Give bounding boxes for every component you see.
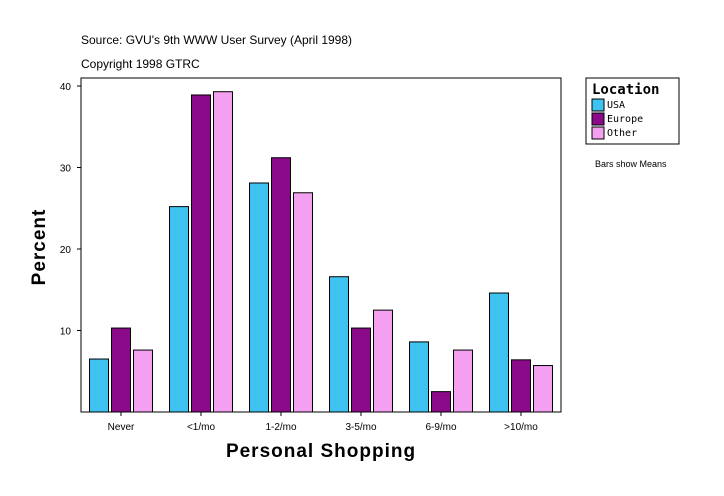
x-tick-label-3-5-mo: 3-5/mo (345, 422, 377, 433)
y-tick-label-10: 10 (60, 327, 72, 338)
bar-europe-10-mo (511, 359, 531, 413)
bar-usa-never (89, 358, 109, 413)
x-tick-label-1-2-mo: 1-2/mo (265, 422, 297, 433)
legend-swatch-other (591, 126, 605, 140)
x-tick-label-1-mo: <1/mo (187, 422, 216, 433)
legend-swatch-europe (591, 112, 605, 126)
bar-other-3-5-mo (373, 309, 393, 413)
bar-usa-6-9-mo (409, 341, 429, 413)
bars (89, 91, 553, 413)
bar-usa-10-mo (489, 292, 509, 413)
source-text: Source: GVU's 9th WWW User Survey (April… (81, 33, 352, 47)
y-axis-title: Percent (29, 209, 50, 286)
legend-title: Location (592, 82, 659, 98)
bar-europe-3-5-mo (351, 327, 371, 413)
bar-other-1-2-mo (293, 192, 313, 413)
bar-europe-never (111, 327, 131, 413)
plot-frame (80, 77, 562, 413)
bar-other-1-mo (213, 91, 233, 413)
bars-show-means-note: Bars show Means (595, 159, 667, 169)
y-tick-label-40: 40 (60, 82, 72, 93)
bar-europe-6-9-mo (431, 391, 451, 413)
legend-swatch-usa (591, 98, 605, 112)
legend-label-other: Other (607, 128, 637, 139)
legend: Location USA Europe Other (585, 77, 680, 145)
bar-europe-1-2-mo (271, 157, 291, 413)
copyright-text: Copyright 1998 GTRC (81, 57, 200, 71)
y-axis: 10 20 30 40 (60, 82, 81, 338)
legend-label-usa: USA (607, 100, 625, 111)
legend-label-europe: Europe (607, 114, 643, 125)
bar-usa-1-mo (169, 206, 189, 413)
x-tick-label-10-mo: >10/mo (504, 422, 538, 433)
bar-other-6-9-mo (453, 349, 473, 413)
y-tick-label-30: 30 (60, 164, 72, 175)
x-tick-label-never: Never (108, 422, 135, 433)
bar-usa-3-5-mo (329, 276, 349, 413)
x-axis-title: Personal Shopping (226, 441, 416, 462)
bar-europe-1-mo (191, 94, 211, 413)
x-tick-label-6-9-mo: 6-9/mo (425, 422, 457, 433)
bar-usa-1-2-mo (249, 182, 269, 413)
bar-other-10-mo (533, 365, 553, 413)
x-axis: Never <1/mo 1-2/mo 3-5/mo 6-9/mo >10/mo (108, 412, 538, 433)
bar-other-never (133, 349, 153, 413)
y-tick-label-20: 20 (60, 245, 72, 256)
